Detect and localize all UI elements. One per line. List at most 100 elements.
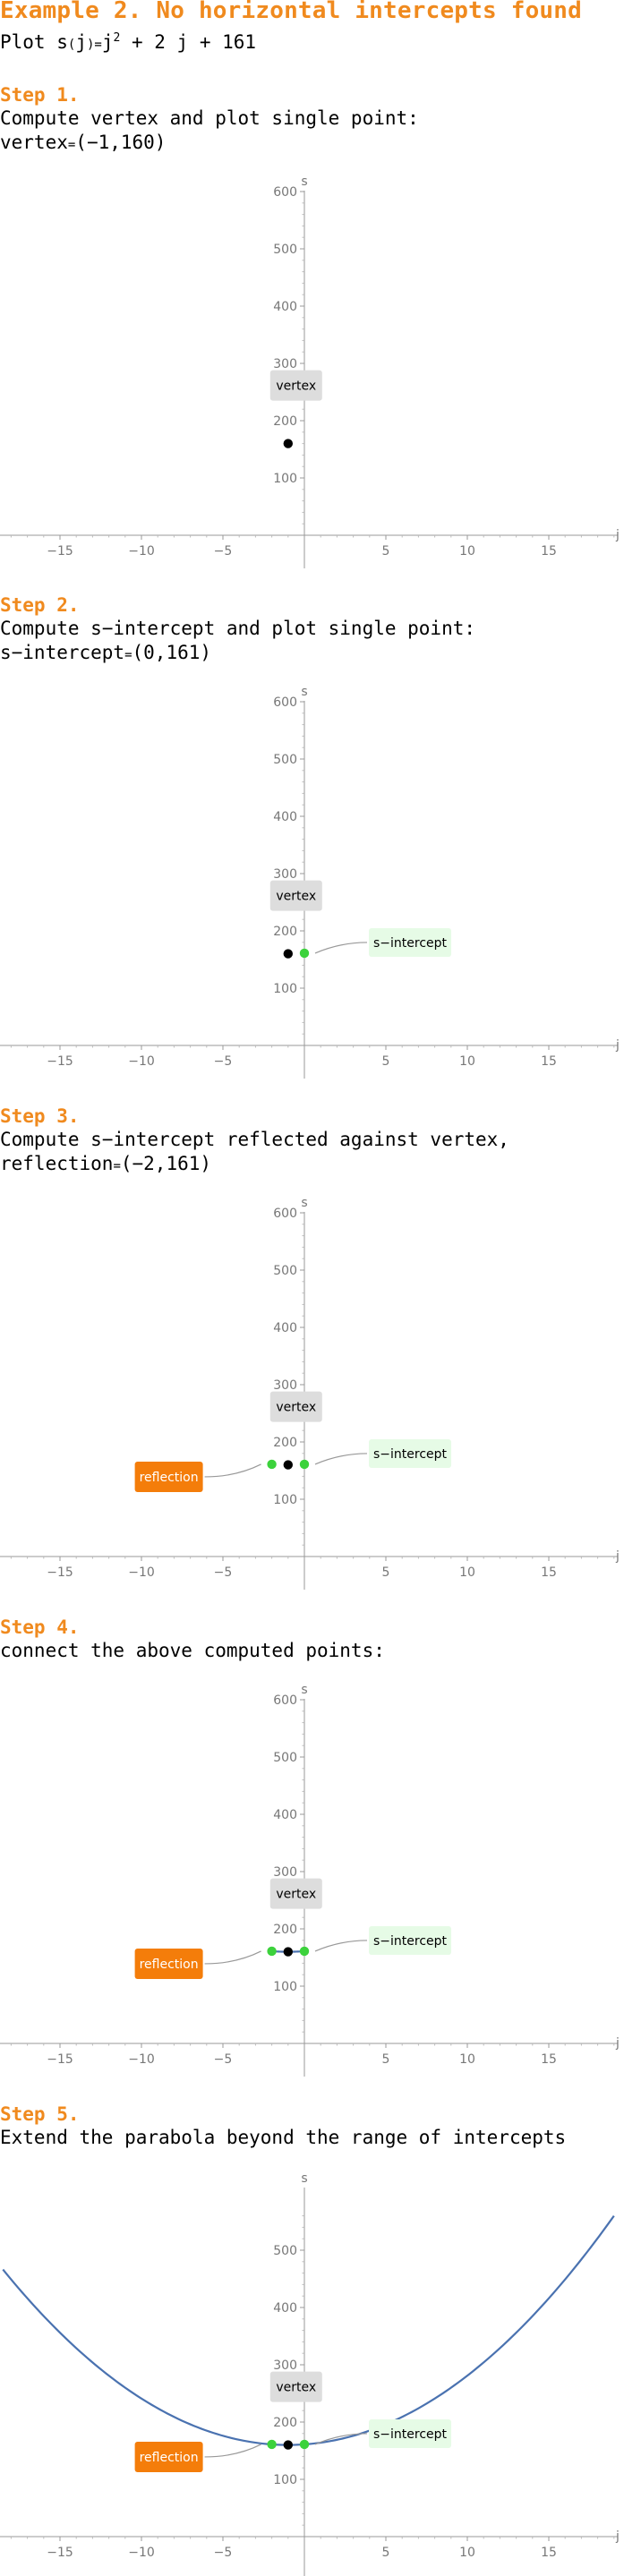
vertex-label-box <box>269 370 322 401</box>
y-tick-label: 600 <box>273 695 297 710</box>
step-1-plot: s j −15 −10 −5 5 10 15 100 200 300 400 500 600 vertex <box>0 175 620 568</box>
y-tick-label: 500 <box>273 753 297 767</box>
step-2-text: Compute s−intercept and plot single poin… <box>0 618 476 639</box>
intro-line: Plot s(j)=j2 + 2 j + 161 <box>0 31 257 53</box>
x-tick-label: −5 <box>214 544 233 559</box>
x-tick-label: 5 <box>382 2546 390 2560</box>
step-1-result-label: vertex <box>0 132 68 153</box>
x-axis-label: j <box>615 528 620 542</box>
s-intercept-label: s−intercept <box>373 1934 448 1949</box>
intro-term1: j <box>101 31 114 53</box>
vertex-point <box>283 1947 293 1957</box>
s-intercept-callout-line <box>314 942 368 954</box>
y-axis-label: s <box>301 175 307 189</box>
reflection-label: reflection <box>140 2451 199 2465</box>
x-axis-label: j <box>615 1038 620 1053</box>
reflection-label: reflection <box>140 1958 199 1972</box>
step-3-plot: s j −15 −10 −5 5 10 15 100 200 300 400 500 600 vertex s… <box>0 1196 620 1590</box>
x-tick-label: 10 <box>459 544 475 559</box>
x-tick-label: −5 <box>214 2052 233 2067</box>
vertex-label-box <box>269 880 322 911</box>
s-intercept-callout-line <box>314 1940 368 1952</box>
vertex-label: vertex <box>276 2381 316 2395</box>
x-tick-label: −15 <box>47 1054 73 1069</box>
reflection-point <box>267 2439 277 2450</box>
y-tick-label: 500 <box>273 1751 297 1765</box>
vertex-label-box <box>269 1878 322 1909</box>
x-tick-label: 10 <box>459 1054 475 1069</box>
x-tick-label: 5 <box>382 2052 390 2067</box>
step-4-text: connect the above computed points: <box>0 1640 385 1661</box>
x-tick-label: 10 <box>459 2546 475 2560</box>
x-tick-label: −10 <box>128 1565 155 1580</box>
x-tick-label: −10 <box>128 544 155 559</box>
step-3-heading: Step 3. <box>0 1105 80 1127</box>
x-tick-label: 5 <box>382 544 390 559</box>
x-tick-label: 15 <box>541 544 557 559</box>
vertex-point <box>283 439 293 448</box>
s-intercept-label: s−intercept <box>373 2427 448 2442</box>
y-tick-label: 500 <box>273 2244 297 2258</box>
y-tick-label: 300 <box>273 357 297 371</box>
x-tick-label: 15 <box>541 1054 557 1069</box>
y-tick-label: 400 <box>273 1808 297 1822</box>
s-intercept-point <box>299 948 310 959</box>
intro-var: j <box>75 31 87 53</box>
reflection-callout-line <box>204 2444 261 2458</box>
vertex-label-box <box>269 2371 322 2402</box>
parabola-curve <box>2 2214 615 2446</box>
step-5-heading: Step 5. <box>0 2103 80 2125</box>
intro-rest: + 2 j + 161 <box>120 31 257 53</box>
y-tick-label: 200 <box>273 925 297 939</box>
s-intercept-label: s−intercept <box>373 1447 448 1462</box>
step-2-result-eq: = <box>124 648 132 662</box>
y-tick-label: 100 <box>273 982 297 996</box>
s-intercept-callout-line <box>314 1453 368 1465</box>
step-1-heading: Step 1. <box>0 84 80 106</box>
reflection-label-box <box>134 1461 203 1492</box>
x-tick-label: 15 <box>541 1565 557 1580</box>
x-tick-label: −10 <box>128 2546 155 2560</box>
intro-eq: = <box>94 38 102 52</box>
x-tick-label: 15 <box>541 2052 557 2067</box>
y-tick-label: 400 <box>273 300 297 314</box>
step-3-result-label: reflection <box>0 1153 114 1174</box>
step-4-heading: Step 4. <box>0 1616 80 1638</box>
vertex-label-box <box>269 1391 322 1422</box>
y-axis-label: s <box>301 2171 307 2186</box>
y-tick-label: 300 <box>273 1378 297 1393</box>
reflection-point <box>267 1459 277 1470</box>
x-tick-label: −5 <box>214 2546 233 2560</box>
s-intercept-point <box>299 1946 310 1957</box>
vertex-label: vertex <box>276 380 316 394</box>
y-tick-label: 200 <box>273 414 297 429</box>
step-3-result: reflection=(−2,161) <box>0 1153 211 1174</box>
x-tick-label: −15 <box>47 1565 73 1580</box>
y-tick-label: 100 <box>273 472 297 486</box>
y-axis-label: s <box>301 1196 307 1210</box>
y-tick-label: 500 <box>273 243 297 257</box>
y-tick-label: 300 <box>273 1865 297 1880</box>
s-intercept-label-box <box>369 1438 451 1468</box>
y-tick-label: 600 <box>273 1207 297 1221</box>
y-tick-label: 200 <box>273 2416 297 2430</box>
y-tick-label: 600 <box>273 185 297 200</box>
x-tick-label: −15 <box>47 2052 73 2067</box>
reflection-callout-line <box>204 1463 261 1478</box>
page-title: Example 2. No horizontal intercepts foun… <box>0 0 582 24</box>
reflection-point <box>267 1946 277 1957</box>
step-3-result-eq: = <box>113 1159 121 1173</box>
reflection-callout-line <box>204 1950 261 1965</box>
step-1-text: Compute vertex and plot single point: <box>0 107 419 129</box>
x-tick-label: −10 <box>128 1054 155 1069</box>
x-tick-label: 5 <box>382 1054 390 1069</box>
y-tick-label: 100 <box>273 1980 297 1994</box>
s-intercept-label-box <box>369 1925 451 1955</box>
step-5-text: Extend the parabola beyond the range of … <box>0 2127 567 2148</box>
x-tick-label: −5 <box>214 1565 233 1580</box>
x-axis-label: j <box>615 2529 620 2544</box>
s-intercept-label: s−intercept <box>373 936 448 951</box>
y-tick-label: 300 <box>273 867 297 882</box>
vertex-point <box>283 1460 293 1470</box>
step-1-result-eq: = <box>67 138 76 152</box>
